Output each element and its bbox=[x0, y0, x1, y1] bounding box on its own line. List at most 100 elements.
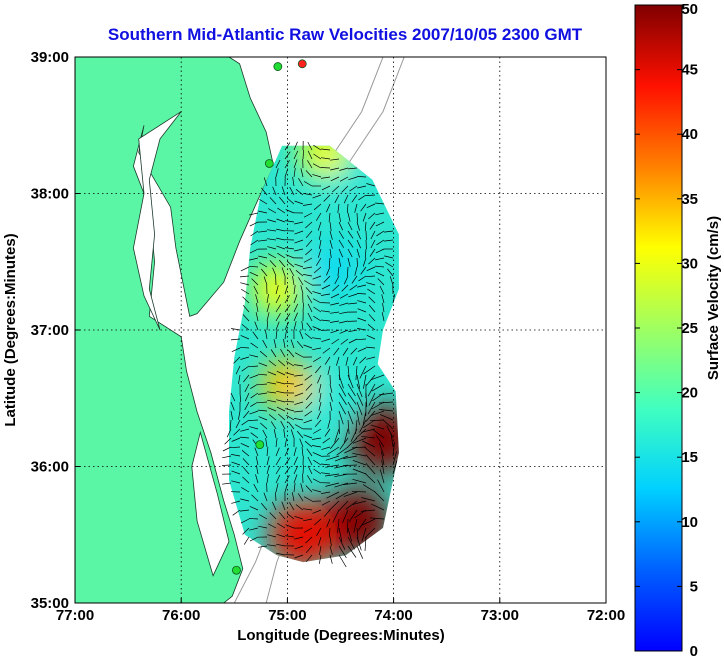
velocity-vector bbox=[296, 340, 304, 349]
velocity-vector bbox=[321, 157, 331, 160]
velocity-vector bbox=[364, 446, 376, 457]
velocity-vector bbox=[305, 221, 313, 229]
velocity-vector bbox=[368, 257, 376, 265]
velocity-vector bbox=[375, 248, 385, 254]
velocity-vector bbox=[348, 293, 358, 298]
velocity-vector bbox=[330, 320, 340, 323]
velocity-vector bbox=[347, 527, 353, 542]
hf-radar-station bbox=[297, 59, 307, 69]
velocity-vector bbox=[267, 534, 277, 538]
velocity-vector bbox=[368, 304, 376, 313]
velocity-vector bbox=[364, 472, 376, 484]
velocity-vector bbox=[298, 277, 304, 286]
velocity-vector bbox=[240, 518, 250, 524]
velocity-vector bbox=[367, 401, 376, 415]
velocity-vector bbox=[276, 381, 286, 385]
velocity-vector bbox=[267, 253, 277, 259]
velocity-vector bbox=[319, 239, 322, 249]
hf-radar-station bbox=[264, 159, 274, 168]
velocity-vector bbox=[357, 347, 367, 352]
velocity-vector bbox=[332, 185, 340, 193]
velocity-vector bbox=[368, 392, 376, 406]
velocity-vector bbox=[265, 438, 268, 448]
velocity-vector bbox=[321, 176, 331, 179]
velocity-vector bbox=[347, 257, 351, 267]
velocity-vector bbox=[258, 545, 268, 548]
velocity-vector bbox=[347, 392, 357, 405]
velocity-vector bbox=[335, 491, 349, 500]
velocity-vector bbox=[285, 247, 295, 250]
velocity-vector bbox=[305, 383, 313, 391]
velocity-vector bbox=[292, 177, 295, 187]
velocity-vector bbox=[323, 194, 331, 202]
velocity-vector bbox=[312, 445, 322, 448]
velocity-vector bbox=[359, 356, 367, 364]
velocity-vector bbox=[359, 419, 367, 433]
velocity-vector bbox=[343, 455, 358, 459]
velocity-vector bbox=[259, 350, 268, 358]
velocity-vector bbox=[312, 452, 322, 457]
velocity-vector bbox=[339, 437, 349, 450]
velocity-vector bbox=[353, 518, 358, 533]
colorbar-tick-label: 5 bbox=[690, 578, 698, 595]
velocity-vector bbox=[252, 331, 259, 340]
velocity-vector bbox=[305, 536, 313, 544]
velocity-vector bbox=[261, 268, 268, 277]
velocity-vector bbox=[294, 554, 304, 559]
velocity-vector bbox=[231, 437, 241, 442]
velocity-vector bbox=[370, 239, 376, 249]
velocity-vector bbox=[379, 409, 394, 412]
velocity-vector bbox=[233, 356, 241, 364]
velocity-vector bbox=[250, 401, 259, 407]
velocity-vector bbox=[365, 275, 376, 278]
velocity-vector bbox=[328, 527, 331, 538]
velocity-vector bbox=[326, 266, 331, 276]
velocity-vector bbox=[361, 497, 376, 502]
velocity-vector bbox=[270, 349, 277, 358]
velocity-vector bbox=[251, 278, 259, 286]
velocity-vector bbox=[372, 429, 385, 439]
velocity-vector bbox=[286, 197, 295, 205]
velocity-vector bbox=[267, 219, 277, 223]
velocity-vector bbox=[303, 508, 313, 511]
hf-radar-station bbox=[255, 440, 265, 450]
velocity-vector bbox=[281, 186, 286, 196]
velocity-vector bbox=[267, 391, 277, 394]
velocity-vector bbox=[257, 373, 268, 376]
velocity-vector bbox=[275, 466, 281, 475]
velocity-vector bbox=[321, 310, 331, 313]
velocity-vector bbox=[343, 194, 349, 204]
velocity-vector bbox=[351, 490, 367, 493]
velocity-vector bbox=[267, 381, 277, 385]
velocity-vector bbox=[262, 429, 268, 439]
velocity-vector bbox=[266, 456, 270, 466]
velocity-vector bbox=[242, 466, 250, 475]
velocity-vector bbox=[242, 476, 250, 484]
velocity-vector bbox=[351, 275, 358, 284]
velocity-vector bbox=[249, 426, 259, 430]
velocity-vector bbox=[338, 410, 344, 425]
velocity-vector bbox=[367, 288, 376, 295]
velocity-vector bbox=[293, 456, 298, 466]
velocity-vector bbox=[222, 482, 232, 485]
velocity-vector bbox=[230, 338, 241, 341]
velocity-vector bbox=[337, 203, 340, 213]
velocity-vector bbox=[316, 527, 322, 536]
velocity-vector bbox=[233, 428, 241, 436]
velocity-vector bbox=[294, 374, 304, 377]
velocity-vector bbox=[345, 356, 349, 366]
colorbar-tick-label: 40 bbox=[681, 126, 698, 143]
velocity-vector bbox=[291, 492, 295, 502]
velocity-vector bbox=[267, 399, 277, 403]
velocity-vector bbox=[330, 158, 340, 161]
velocity-vector bbox=[307, 465, 313, 475]
velocity-vector bbox=[356, 230, 362, 240]
velocity-vector bbox=[222, 446, 232, 452]
velocity-vector bbox=[241, 324, 250, 331]
velocity-vector bbox=[305, 485, 313, 493]
velocity-vector bbox=[370, 424, 385, 430]
velocity-vector bbox=[333, 347, 340, 356]
velocity-vector bbox=[277, 523, 286, 529]
velocity-vector bbox=[293, 312, 298, 322]
velocity-vector bbox=[379, 469, 385, 484]
